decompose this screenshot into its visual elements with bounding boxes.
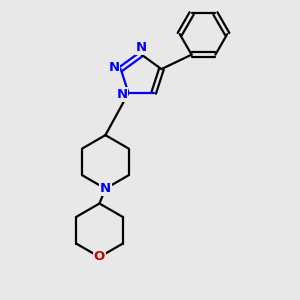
Text: N: N bbox=[136, 41, 147, 54]
Text: N: N bbox=[100, 182, 111, 195]
Text: N: N bbox=[109, 61, 120, 74]
Text: O: O bbox=[94, 250, 105, 263]
Text: N: N bbox=[116, 88, 128, 101]
